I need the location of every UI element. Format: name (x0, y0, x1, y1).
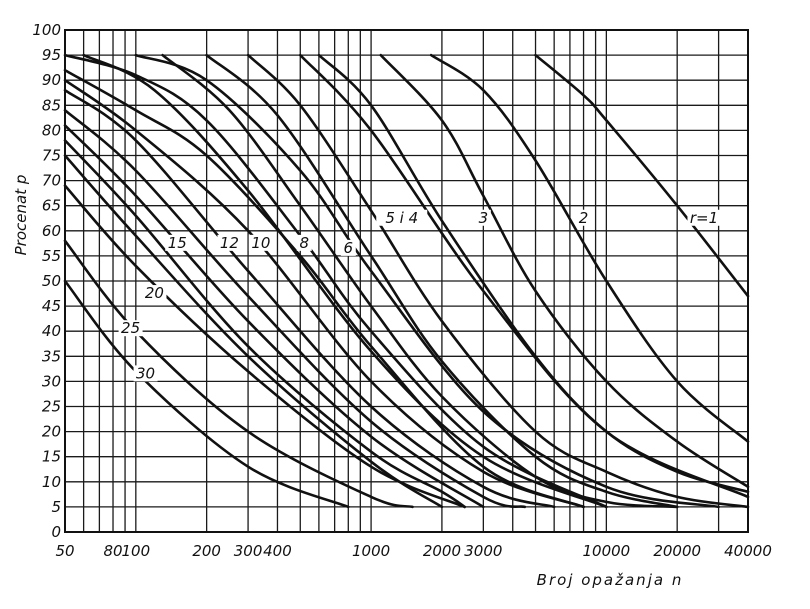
series-line (205, 53, 679, 509)
plot-frame (64, 29, 749, 533)
series-line (379, 53, 750, 489)
x-tick-label: 80 (103, 542, 122, 560)
curve-label-background (118, 320, 143, 337)
curve-label: 6 (344, 239, 354, 257)
y-tick-label: 35 (42, 347, 61, 365)
curve-label-background (133, 365, 158, 382)
curve-label-background (376, 209, 428, 226)
curve-label: r=1 (690, 209, 718, 227)
y-tick-label: 30 (42, 372, 61, 390)
curve-label: 12 (220, 234, 239, 252)
series-line (63, 154, 444, 509)
series-line (534, 53, 750, 298)
y-tick-label: 15 (42, 448, 61, 466)
curve-label: 10 (251, 234, 270, 252)
series-line (63, 68, 585, 509)
series-line (429, 53, 750, 443)
y-tick-labels: 0 5 10 15 20 25 30 35 40 45 50 55 60 65 70 75 80 85 90 95 10… (32, 21, 61, 541)
series-line (63, 109, 527, 509)
y-tick-label: 85 (42, 96, 61, 114)
y-axis-label: Procenat p (12, 175, 30, 256)
series-line (63, 78, 585, 509)
curve-label: 20 (145, 284, 164, 302)
curve-label: 2 (579, 209, 589, 227)
curve-label: 30 (136, 364, 155, 382)
curve-label-background (142, 285, 167, 302)
series-line (82, 53, 608, 509)
x-tick-label: 3000 (464, 542, 502, 560)
y-tick-label: 50 (42, 272, 61, 290)
y-tick-label: 95 (42, 46, 61, 64)
y-tick-label: 80 (42, 121, 61, 139)
x-tick-label: 2000 (423, 542, 461, 560)
curve-label-background (165, 234, 190, 251)
y-tick-label: 10 (42, 473, 61, 491)
x-axis-label: Broj opažanja n (537, 571, 684, 589)
series-line (63, 88, 556, 509)
x-tick-label: 400 (263, 542, 292, 560)
curve-label: 25 (121, 319, 140, 337)
y-tick-label: 0 (51, 523, 61, 541)
y-tick-label: 90 (42, 71, 61, 89)
curve-label-background (248, 234, 273, 251)
grid-lines (65, 30, 748, 532)
series-line (63, 124, 485, 509)
x-tick-label: 200 (192, 542, 221, 560)
curve-group (63, 53, 750, 509)
y-tick-label: 55 (42, 247, 61, 265)
y-tick-label: 20 (42, 423, 61, 441)
x-tick-label: 40000 (724, 542, 772, 560)
x-tick-label: 50 (55, 542, 74, 560)
curve-label-background (687, 209, 721, 226)
series-line (299, 53, 750, 499)
curve-labels: r=1 2 3 5 i 4 6 8 10 12 15 20 25 30 (118, 209, 721, 382)
y-tick-label: 25 (42, 398, 61, 416)
curve-label-background (296, 234, 312, 251)
x-tick-label: 20000 (653, 542, 701, 560)
x-tick-label: 10000 (582, 542, 630, 560)
curve-label-background (340, 239, 356, 256)
x-tick-label: 1000 (352, 542, 390, 560)
y-tick-label: 40 (42, 322, 61, 340)
curve-label: 3 (479, 209, 489, 227)
y-tick-label: 75 (42, 147, 61, 165)
x-tick-label: 100 (122, 542, 151, 560)
curve-label-background (217, 234, 242, 251)
curve-label: 5 i 4 (385, 209, 418, 227)
x-tick-label: 300 (234, 542, 263, 560)
series-line (134, 53, 720, 509)
curve-label-background (576, 209, 592, 226)
series-line (246, 53, 750, 509)
curve-label: 8 (300, 234, 310, 252)
y-tick-label: 5 (51, 498, 61, 516)
y-tick-label: 60 (42, 222, 61, 240)
y-tick-label: 65 (42, 197, 61, 215)
curve-label: 15 (168, 234, 187, 252)
curve-label-background (475, 209, 491, 226)
y-tick-label: 70 (42, 172, 61, 190)
y-tick-label: 45 (42, 297, 61, 315)
series-line (63, 239, 414, 509)
series-line (63, 139, 466, 509)
series-line (63, 279, 350, 509)
y-tick-label: 100 (32, 21, 61, 39)
